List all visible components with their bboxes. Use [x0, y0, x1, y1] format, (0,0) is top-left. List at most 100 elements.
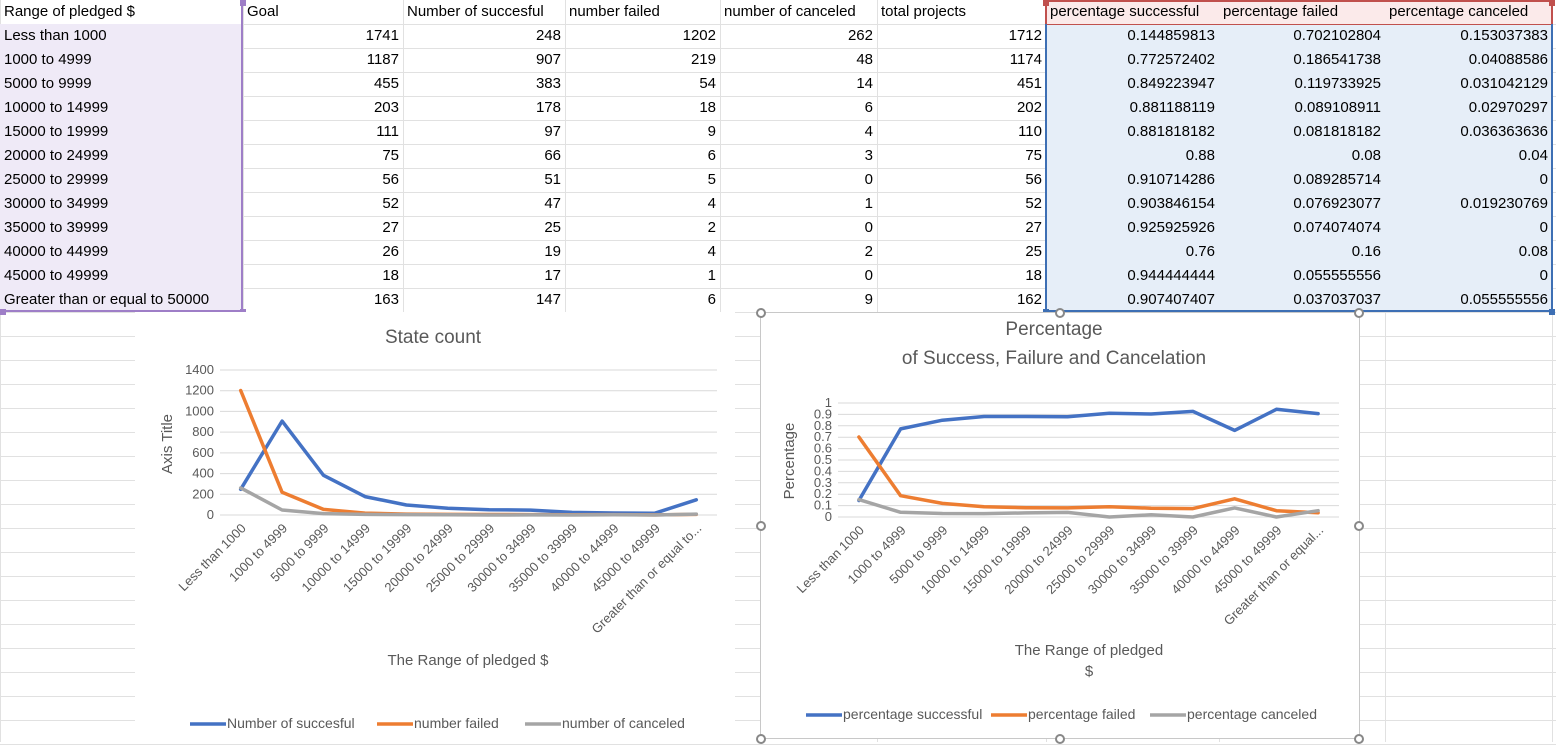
table-cell[interactable]: 0.881188119: [1129, 99, 1215, 116]
table-cell[interactable]: 47: [544, 195, 561, 212]
chart-resize-handle[interactable]: [1354, 308, 1364, 318]
table-cell[interactable]: 0.076923077: [1293, 195, 1381, 212]
table-cell[interactable]: 383: [535, 75, 561, 92]
table-cell[interactable]: Less than 1000: [4, 27, 107, 44]
table-cell[interactable]: 262: [847, 27, 873, 44]
table-cell[interactable]: 9: [864, 291, 873, 308]
table-cell[interactable]: 26: [382, 243, 399, 260]
table-cell[interactable]: 56: [1025, 171, 1042, 188]
table-cell[interactable]: 35000 to 39999: [4, 219, 109, 236]
table-cell[interactable]: 0.849223947: [1127, 75, 1215, 92]
table-cell[interactable]: 1712: [1008, 27, 1042, 44]
table-cell[interactable]: 14: [856, 75, 873, 92]
table-cell[interactable]: Greater than or equal to 50000: [4, 291, 210, 308]
table-cell[interactable]: 2: [707, 219, 716, 236]
table-cell[interactable]: 455: [373, 75, 399, 92]
table-cell[interactable]: 203: [373, 99, 399, 116]
table-cell[interactable]: 9: [707, 123, 716, 140]
table-cell[interactable]: 4: [707, 243, 716, 260]
table-cell[interactable]: 10000 to 14999: [4, 99, 109, 116]
table-cell[interactable]: 75: [1025, 147, 1042, 164]
table-cell[interactable]: 0.089108911: [1294, 99, 1381, 116]
table-cell[interactable]: 0.153037383: [1460, 27, 1548, 44]
table-cell[interactable]: 0.772572402: [1127, 51, 1215, 68]
table-cell[interactable]: 0.036363636: [1460, 123, 1548, 140]
table-cell[interactable]: 248: [535, 27, 561, 44]
column-header-cell[interactable]: percentage successful: [1050, 3, 1200, 20]
table-cell[interactable]: 30000 to 34999: [4, 195, 109, 212]
table-cell[interactable]: 1: [707, 267, 716, 284]
table-cell[interactable]: 0: [1539, 219, 1548, 236]
table-cell[interactable]: 1741: [365, 27, 399, 44]
table-cell[interactable]: 0: [864, 267, 873, 284]
table-cell[interactable]: 40000 to 44999: [4, 243, 109, 260]
table-cell[interactable]: 48: [856, 51, 873, 68]
table-cell[interactable]: 17: [544, 267, 561, 284]
chart-resize-handle[interactable]: [1055, 734, 1065, 744]
table-cell[interactable]: 1: [864, 195, 873, 212]
chart-resize-handle[interactable]: [1055, 308, 1065, 318]
table-cell[interactable]: 110: [1018, 123, 1042, 140]
table-cell[interactable]: 25000 to 29999: [4, 171, 109, 188]
column-header-cell[interactable]: number of canceled: [724, 3, 856, 20]
chart-resize-handle[interactable]: [756, 734, 766, 744]
table-cell[interactable]: 27: [382, 219, 399, 236]
table-cell[interactable]: 2: [864, 243, 873, 260]
table-cell[interactable]: 52: [382, 195, 399, 212]
table-cell[interactable]: 0.76: [1185, 243, 1215, 260]
chart-resize-handle[interactable]: [1354, 734, 1364, 744]
column-header-cell[interactable]: Goal: [247, 3, 279, 20]
table-cell[interactable]: 6: [864, 99, 873, 116]
column-header-cell[interactable]: total projects: [881, 3, 967, 20]
table-cell[interactable]: 0.08: [1351, 147, 1381, 164]
table-cell[interactable]: 0.186541738: [1293, 51, 1381, 68]
table-cell[interactable]: 6: [707, 291, 716, 308]
column-header-cell[interactable]: percentage failed: [1223, 3, 1339, 20]
table-cell[interactable]: 18: [699, 99, 716, 116]
table-cell[interactable]: 0.089285714: [1293, 171, 1381, 188]
table-cell[interactable]: 0.019230769: [1460, 195, 1548, 212]
table-cell[interactable]: 0.88: [1185, 147, 1215, 164]
table-cell[interactable]: 27: [1025, 219, 1042, 236]
table-cell[interactable]: 25: [544, 219, 561, 236]
table-cell[interactable]: 451: [1016, 75, 1042, 92]
table-cell[interactable]: 0.074074074: [1293, 219, 1381, 236]
chart-resize-handle[interactable]: [756, 521, 766, 531]
chart-percentage[interactable]: Percentage of Success, Failure and Cancel…: [756, 308, 1364, 744]
table-cell[interactable]: 66: [544, 147, 561, 164]
table-cell[interactable]: 147: [535, 291, 561, 308]
column-header-cell[interactable]: Range of pledged $: [4, 3, 135, 20]
table-cell[interactable]: 75: [382, 147, 399, 164]
table-cell[interactable]: 0.081818182: [1293, 123, 1381, 140]
chart-resize-handle[interactable]: [1354, 521, 1364, 531]
table-cell[interactable]: 0.925925926: [1127, 219, 1215, 236]
table-cell[interactable]: 0.16: [1351, 243, 1381, 260]
chart-resize-handle[interactable]: [756, 308, 766, 318]
table-cell[interactable]: 0.702102804: [1293, 27, 1381, 44]
table-cell[interactable]: 1174: [1009, 51, 1042, 68]
table-cell[interactable]: 15000 to 19999: [4, 123, 109, 140]
table-cell[interactable]: 0.907407407: [1127, 291, 1215, 308]
table-cell[interactable]: 3: [864, 147, 873, 164]
table-cell[interactable]: 6: [707, 147, 716, 164]
column-header-cell[interactable]: Number of succesful: [407, 3, 544, 20]
table-cell[interactable]: 163: [373, 291, 399, 308]
table-cell[interactable]: 4: [864, 123, 873, 140]
table-cell[interactable]: 0.881818182: [1127, 123, 1215, 140]
table-cell[interactable]: 1202: [682, 27, 716, 44]
table-cell[interactable]: 0.02970297: [1468, 99, 1548, 116]
table-cell[interactable]: 0.903846154: [1127, 195, 1215, 212]
table-cell[interactable]: 4: [707, 195, 716, 212]
table-cell[interactable]: 25: [1025, 243, 1042, 260]
table-cell[interactable]: 19: [544, 243, 561, 260]
table-cell[interactable]: 202: [1016, 99, 1042, 116]
table-cell[interactable]: 0: [1539, 267, 1548, 284]
column-header-cell[interactable]: percentage canceled: [1389, 3, 1529, 20]
table-cell[interactable]: 0.037037037: [1293, 291, 1381, 308]
table-cell[interactable]: 0.944444444: [1127, 267, 1215, 284]
table-cell[interactable]: 0: [864, 219, 873, 236]
table-cell[interactable]: 51: [544, 171, 561, 188]
table-cell[interactable]: 0.144859813: [1127, 27, 1215, 44]
table-cell[interactable]: 5: [707, 171, 716, 188]
table-cell[interactable]: 20000 to 24999: [4, 147, 109, 164]
